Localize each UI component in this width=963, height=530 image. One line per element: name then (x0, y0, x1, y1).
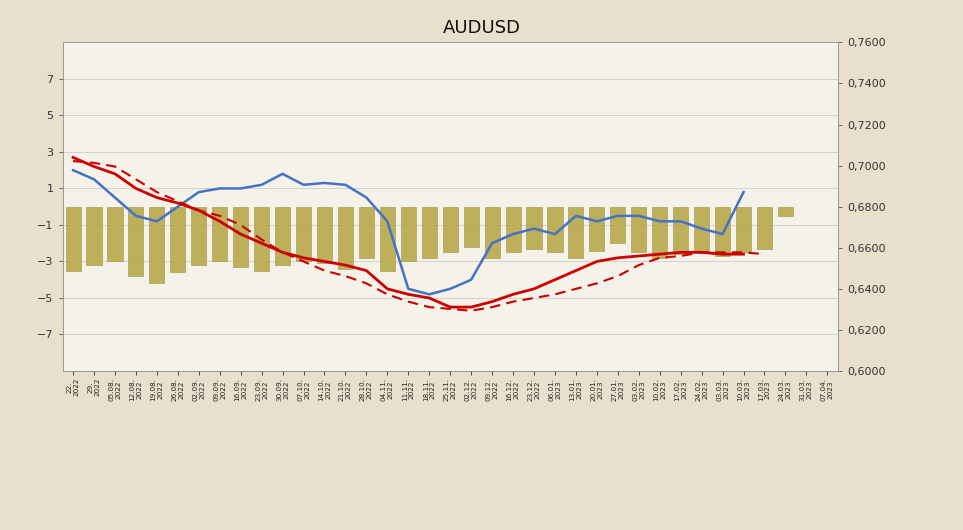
Bar (484, 207, 500, 258)
Bar (611, 207, 625, 243)
Bar (631, 207, 646, 252)
Bar (778, 207, 793, 216)
Bar (443, 207, 457, 252)
Bar (254, 207, 270, 271)
Bar (149, 207, 165, 284)
Bar (212, 207, 227, 261)
Bar (757, 207, 772, 249)
Bar (233, 207, 248, 267)
Bar (527, 207, 541, 249)
Bar (275, 207, 290, 265)
Bar (401, 207, 416, 261)
Bar (338, 207, 353, 269)
Bar (673, 207, 689, 254)
Text: AUDUSD: AUDUSD (443, 19, 520, 37)
Bar (87, 207, 101, 265)
Bar (128, 207, 143, 276)
Bar (296, 207, 311, 261)
Bar (170, 207, 185, 272)
Bar (694, 207, 709, 252)
Bar (568, 207, 584, 258)
Bar (589, 207, 605, 251)
Bar (359, 207, 374, 258)
Bar (463, 207, 479, 247)
Bar (317, 207, 332, 263)
Bar (192, 207, 206, 265)
Bar (652, 207, 667, 258)
Bar (547, 207, 562, 252)
Bar (65, 207, 81, 271)
Bar (716, 207, 730, 256)
Bar (108, 207, 122, 261)
Bar (506, 207, 521, 252)
Bar (736, 207, 751, 252)
Bar (422, 207, 437, 258)
Bar (379, 207, 395, 271)
